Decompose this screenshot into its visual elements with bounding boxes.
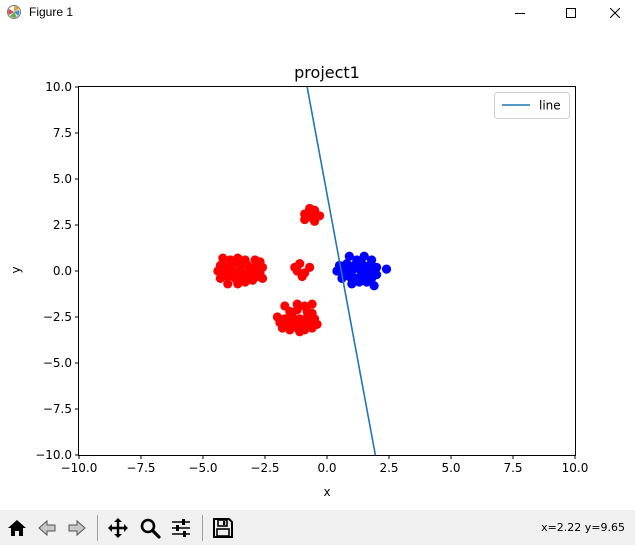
legend-entry-line: line — [539, 99, 561, 113]
y-tick-label: 10.0 — [45, 80, 72, 94]
scatter-point — [359, 251, 369, 261]
y-tick-label: 7.5 — [53, 126, 72, 140]
y-tick-label: −7.5 — [43, 402, 72, 416]
scatter-point — [354, 277, 364, 287]
maximize-button[interactable] — [548, 0, 594, 26]
toolbar-separator — [202, 515, 203, 541]
zoom-button[interactable] — [136, 514, 164, 542]
scatter-point — [305, 207, 315, 217]
x-tick-label: 2.5 — [379, 461, 398, 475]
scatter-point — [295, 327, 305, 337]
y-tick-label: −5.0 — [43, 356, 72, 370]
scatter-point — [287, 308, 297, 318]
scatter-point — [342, 264, 352, 274]
legend: line — [494, 92, 570, 119]
scatter-point — [307, 308, 317, 318]
scatter-point — [295, 259, 305, 269]
scatter-point — [357, 268, 367, 278]
zoom-icon — [140, 518, 161, 539]
scatter-point — [240, 277, 250, 287]
scatter-point — [344, 251, 354, 261]
y-tick-label: 0.0 — [53, 264, 72, 278]
matplotlib-icon — [6, 4, 22, 20]
scatter-point — [213, 266, 223, 276]
scatter-point — [218, 253, 228, 263]
maximize-icon — [566, 8, 576, 18]
close-icon — [610, 8, 620, 18]
configure-subplots-button[interactable] — [167, 514, 195, 542]
pan-button[interactable] — [104, 514, 132, 542]
scatter-point — [277, 323, 287, 333]
scatter-point — [332, 266, 342, 276]
scatter-point — [297, 271, 307, 282]
window-titlebar: Figure 1 — [0, 0, 635, 26]
forward-icon — [68, 519, 86, 537]
scatter-point — [215, 273, 225, 283]
x-tick-label: −10.0 — [61, 461, 98, 475]
home-button[interactable] — [3, 514, 31, 542]
y-axis-label: y — [9, 266, 23, 273]
window-title: Figure 1 — [29, 5, 74, 19]
scatter-point — [369, 281, 379, 291]
configure-subplots-icon — [172, 519, 190, 537]
minimize-icon — [515, 13, 525, 14]
save-button[interactable] — [209, 514, 237, 542]
back-button[interactable] — [33, 514, 61, 542]
x-tick-label: −2.5 — [250, 461, 279, 475]
x-tick-label: 7.5 — [503, 461, 522, 475]
x-tick-label: 5.0 — [441, 461, 460, 475]
x-tick-label: −7.5 — [126, 461, 155, 475]
scatter-point — [362, 277, 372, 287]
scatter-point — [223, 279, 233, 289]
scatter-point — [310, 216, 320, 226]
x-axis-label: x — [323, 485, 330, 499]
scatter-point — [372, 270, 382, 280]
y-tick-label: 2.5 — [53, 218, 72, 232]
save-icon — [213, 518, 233, 538]
y-tick-label: −10.0 — [35, 448, 72, 462]
scatter-point — [285, 325, 295, 335]
x-tick-label: −5.0 — [188, 461, 217, 475]
forward-button[interactable] — [63, 514, 91, 542]
y-tick-label: −2.5 — [43, 310, 72, 324]
scatter-point — [347, 279, 357, 289]
scatter-point — [257, 273, 268, 283]
back-icon — [38, 519, 56, 537]
scatter-point — [225, 264, 235, 274]
scatter-point — [300, 214, 310, 225]
scatter-point — [248, 264, 258, 274]
figure-canvas[interactable]: project1 x y −10.0 −7.5 −5.0 −2.5 0.0 2.5 5.0 7… — [0, 26, 635, 510]
separator-line — [306, 86, 377, 456]
close-button[interactable] — [592, 0, 635, 26]
scatter-point — [238, 257, 248, 267]
scatter-point — [381, 264, 392, 274]
axes-frame — [78, 86, 576, 456]
minimize-button[interactable] — [497, 0, 543, 26]
scatter-chart: project1 x y −10.0 −7.5 −5.0 −2.5 0.0 2.5 5.0 7… — [9, 63, 589, 499]
scatter-point — [344, 271, 354, 282]
navigation-toolbar: x=2.22 y=9.65 — [0, 510, 635, 545]
pan-icon — [108, 518, 128, 538]
chart-title: project1 — [294, 63, 360, 82]
cursor-coordinates: x=2.22 y=9.65 — [541, 521, 625, 534]
scatter-point — [248, 275, 258, 285]
scatter-point — [307, 299, 317, 309]
toolbar-separator — [97, 515, 98, 541]
home-icon — [8, 520, 26, 536]
x-tick-label: 0.0 — [317, 461, 336, 475]
scatter-point — [233, 279, 243, 289]
scatter-point — [307, 323, 317, 333]
x-tick-label: 10.0 — [562, 461, 589, 475]
scatter-point — [223, 271, 233, 282]
y-tick-label: 5.0 — [53, 172, 72, 186]
